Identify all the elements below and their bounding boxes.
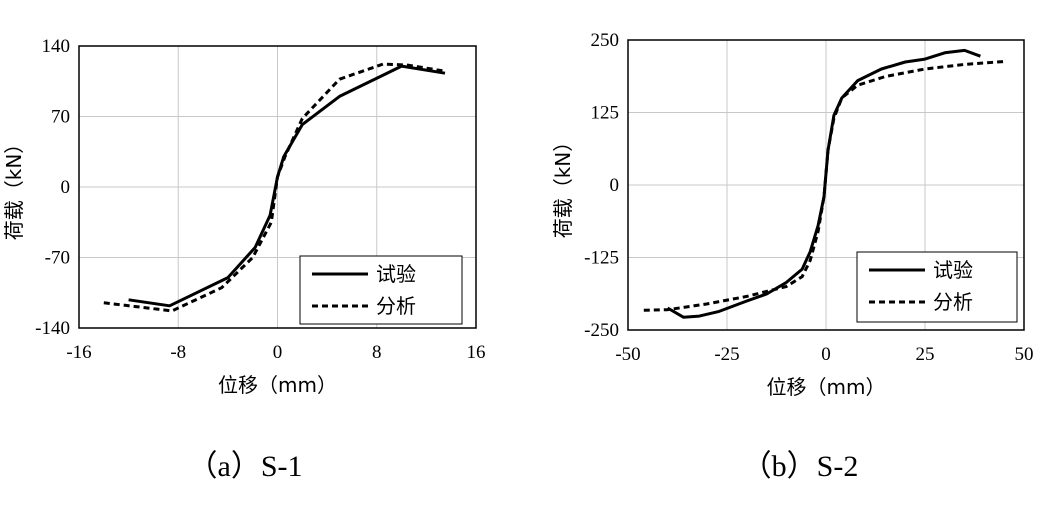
caption: （a）S-1: [188, 450, 303, 483]
legend-label-analysis: 分析: [376, 294, 416, 318]
y-tick-label: 125: [591, 103, 620, 124]
x-tick-label: 8: [372, 342, 382, 363]
y-tick-label: 0: [61, 177, 71, 198]
legend: 试验 分析: [856, 251, 1018, 323]
x-tick-label: 0: [273, 342, 283, 363]
y-tick-label: 250: [591, 30, 620, 51]
legend-label-analysis: 分析: [933, 290, 973, 314]
x-tick-label: -8: [170, 342, 186, 363]
y-tick-label: 70: [51, 107, 70, 128]
legend: 试验 分析: [299, 255, 463, 325]
y-axis-label: 荷载（kN）: [551, 132, 575, 239]
x-tick-labels: -50 -25 0 25 50: [615, 344, 1033, 365]
series-line-analysis: [643, 60, 1005, 312]
x-tick-label: 0: [821, 344, 831, 365]
series-lines: [643, 48, 1005, 319]
plot-frame: [627, 39, 1025, 331]
y-tick-label: -140: [35, 318, 70, 339]
y-tick-labels: 250 125 0 -125 -250: [584, 30, 619, 341]
x-tick-label: -50: [615, 344, 640, 365]
plot-frame: [78, 45, 477, 329]
y-tick-label: 140: [42, 36, 71, 57]
chart-s1: -16 -8 0 8 16 140 70 0 -70 -140 位移（mm） 荷载（kN） 试验…: [2, 36, 486, 483]
y-tick-label: -250: [584, 320, 619, 341]
x-tick-label: 25: [916, 344, 935, 365]
x-tick-label: 50: [1015, 344, 1034, 365]
series-lines: [103, 62, 446, 313]
y-tick-label: 0: [610, 175, 620, 196]
series-line-test: [666, 48, 981, 319]
y-tick-label: -125: [584, 248, 619, 269]
legend-label-test: 试验: [376, 262, 416, 286]
legend-box: [856, 251, 1018, 323]
legend-label-test: 试验: [933, 258, 973, 282]
series-line-analysis: [103, 62, 446, 313]
y-tick-labels: 140 70 0 -70 -140: [35, 36, 70, 339]
x-tick-label: -16: [66, 342, 91, 363]
x-tick-label: 16: [467, 342, 486, 363]
x-axis-label: 位移（mm）: [218, 373, 337, 397]
x-axis-label: 位移（mm）: [767, 375, 886, 399]
y-axis-label: 荷载（kN）: [2, 134, 26, 241]
caption: （b）S-2: [742, 450, 859, 483]
legend-box: [299, 255, 463, 325]
x-tick-label: -25: [714, 344, 739, 365]
x-tick-labels: -16 -8 0 8 16: [66, 342, 485, 363]
y-tick-label: -70: [45, 248, 70, 269]
